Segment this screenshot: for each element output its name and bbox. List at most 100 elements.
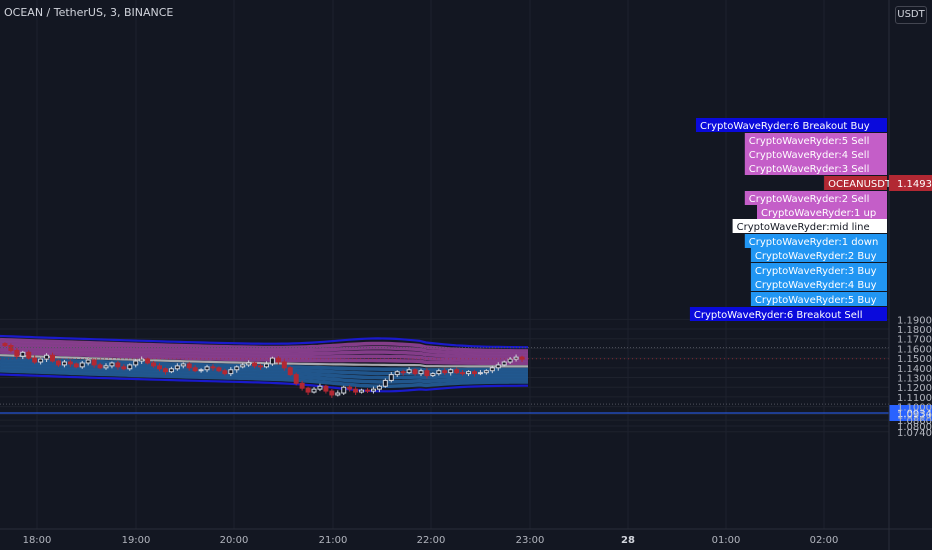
last-price-badge [889, 175, 932, 191]
candle-body [329, 390, 335, 396]
candle-body [133, 360, 139, 366]
candle-body [79, 362, 85, 368]
candle-body [400, 371, 406, 374]
candle-body [38, 358, 44, 363]
indicator-level-label: CryptoWaveRyder:6 Breakout Buy [700, 121, 870, 132]
candle-body [73, 363, 79, 368]
indicator-level-label-bg [744, 133, 887, 147]
candle-body [519, 356, 525, 360]
candle-body [311, 388, 317, 393]
price-tick-label: 1.0860 [897, 416, 932, 427]
indicator-level-label-bg [757, 205, 887, 219]
indicator-level-label: CryptoWaveRyder:5 Sell [749, 136, 870, 147]
candle-body [412, 369, 418, 375]
candle-body [26, 351, 32, 359]
indicator-band-3 [0, 344, 528, 359]
indicator-level-label-bg [750, 292, 887, 306]
candle-body [406, 369, 412, 374]
currency-button[interactable]: USDT [895, 6, 927, 24]
candle-body [448, 369, 454, 374]
candle-body [293, 374, 299, 384]
candle-body [85, 359, 91, 364]
candle-body [263, 363, 269, 368]
price-tick-label: 1.1000 [897, 403, 932, 414]
time-tick-label: 20:00 [220, 535, 249, 546]
indicator-band-2 [0, 341, 528, 356]
indicator-level-label-bg [696, 118, 887, 132]
candle-body [246, 362, 252, 366]
candle-body [2, 343, 8, 347]
candle-body [483, 370, 489, 374]
price-tick-label: 1.1600 [897, 344, 932, 355]
indicator-level-label-bg [744, 147, 887, 161]
candle-body [424, 370, 430, 377]
candles [2, 342, 525, 398]
indicator-level-label: CryptoWaveRyder:3 Buy [755, 266, 877, 277]
indicator-level-label-bg [744, 191, 887, 205]
candle-body [442, 370, 448, 374]
candle-body [55, 360, 61, 366]
candle-body [168, 368, 174, 373]
candle-body [323, 385, 329, 392]
price-tick-label: 1.0740 [897, 428, 932, 439]
candle-body [471, 371, 477, 375]
time-tick-label: 02:00 [810, 535, 839, 546]
candle-body [347, 386, 353, 390]
candle-body [240, 364, 246, 368]
candle-body [151, 362, 157, 367]
price-tick-label: 1.1400 [897, 364, 932, 375]
price-axis[interactable]: 1.19001.18001.17001.16001.15001.14001.13… [897, 315, 932, 438]
indicator-level-label-bg [750, 248, 887, 262]
candle-body [91, 359, 97, 366]
candle-body [341, 386, 347, 394]
indicator-band-9 [0, 362, 528, 380]
indicator-level-label-bg [744, 234, 887, 248]
horizontal-line-badge [889, 405, 932, 421]
indicator-band-10 [0, 365, 528, 384]
candle-body [317, 385, 323, 390]
indicator-level-label: CryptoWaveRyder:mid line [737, 222, 870, 233]
candle-body [382, 379, 388, 387]
candle-body [14, 349, 20, 357]
candle-body [466, 371, 472, 375]
candle-body [388, 374, 394, 381]
candle-body [61, 361, 67, 366]
candle-body [394, 371, 400, 376]
indicator-level-label: CryptoWaveRyder:1 up [761, 208, 876, 219]
candle-body [269, 357, 275, 365]
indicator-labels: CryptoWaveRyder:6 Breakout Buy CryptoWave… [689, 118, 932, 321]
candle-body [252, 362, 258, 367]
candle-body [234, 366, 240, 371]
indicator-level-label-bg [750, 277, 887, 291]
candle-body [495, 364, 501, 369]
candle-body [353, 388, 359, 393]
candle-body [156, 365, 162, 370]
candle-body [192, 367, 198, 372]
candle-body [228, 369, 234, 375]
symbol-label-bg [824, 176, 887, 190]
candle-body [489, 367, 495, 372]
candle-body [275, 357, 281, 363]
candle-body [222, 370, 228, 375]
price-tick-label: 1.0920 [897, 410, 932, 421]
candle-body [32, 357, 38, 363]
time-axis[interactable]: 18:00 19:00 20:00 21:00 22:00 23:00 28 01:00 02:… [23, 535, 839, 546]
candle-body [258, 365, 264, 368]
indicator-level-label-bg [744, 161, 887, 175]
indicator-band-12 [0, 373, 528, 393]
candle-body [359, 389, 365, 393]
candle-body [460, 372, 466, 375]
candle-body [430, 373, 436, 377]
price-tick-label: 1.1500 [897, 354, 932, 365]
indicator-level-label: CryptoWaveRyder:4 Buy [755, 280, 877, 291]
indicator-band-11 [0, 368, 528, 388]
time-tick-label: 23:00 [516, 535, 545, 546]
candle-body [210, 366, 216, 369]
last-price-label: 1.1493 [897, 179, 932, 190]
candle-body [287, 367, 293, 376]
price-tick-label: 1.1700 [897, 335, 932, 346]
price-lines: 1.0934 [0, 347, 932, 421]
candle-body [121, 366, 127, 370]
candle-body [67, 361, 73, 365]
